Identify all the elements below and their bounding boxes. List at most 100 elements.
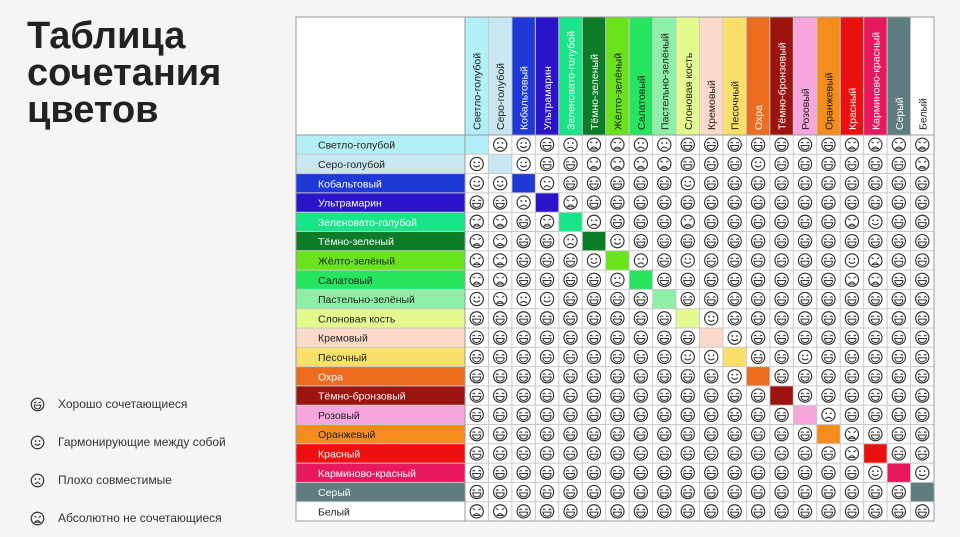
very-happy-face-icon [586,504,602,519]
table-cell [699,308,723,328]
very-sad-face-icon [30,511,45,525]
very-happy-face-icon [680,446,695,461]
table-cell [863,231,888,251]
very-happy-face-icon [563,272,578,287]
very-happy-face-icon [680,426,695,442]
very-sad-face-icon [868,272,883,287]
very-happy-face-icon [516,233,531,249]
very-happy-face-icon [539,349,555,365]
very-happy-face-icon [633,388,649,403]
very-happy-face-icon [516,484,531,500]
very-happy-face-icon [821,369,836,384]
table-cell [722,289,747,309]
very-happy-face-icon [657,446,672,461]
very-happy-face-icon [539,504,555,519]
very-happy-face-icon [563,369,578,384]
table-cell [793,385,817,406]
table-cell [465,231,489,251]
very-happy-face-icon [469,407,484,423]
very-happy-face-icon [586,484,602,500]
very-happy-face-icon [680,388,695,403]
very-happy-face-icon [563,407,578,423]
table-cell [488,347,512,367]
table-cell [863,328,888,348]
very-happy-face-icon [821,349,836,365]
very-happy-face-icon [821,214,836,230]
very-happy-face-icon [727,407,742,423]
very-happy-face-icon [492,349,508,365]
very-happy-face-icon [821,156,836,172]
table-cell [840,328,864,348]
table-cell [816,463,841,483]
table-cell [676,289,700,309]
very-happy-face-icon [915,195,930,210]
very-happy-face-icon [797,272,813,287]
very-happy-face-icon [539,156,555,172]
diagonal-cell [769,385,794,406]
very-happy-face-icon [797,504,813,519]
column-header-label: Оранжевый [823,72,835,130]
table-cell [722,270,747,290]
row-header-label: Песочный [318,352,367,364]
table-cell [699,250,723,271]
table-cell [488,192,512,213]
table-cell [910,135,934,155]
table-cell [511,501,536,521]
row-header-swatch [296,173,465,193]
very-happy-face-icon [727,195,742,210]
table-cell [465,424,489,444]
row-header-label: Красный [318,448,360,460]
very-happy-face-icon [727,484,742,500]
table-cell [535,463,559,483]
very-happy-face-icon [657,426,672,442]
very-happy-face-icon [539,465,555,480]
table-cell [605,231,630,251]
very-happy-face-icon [727,426,742,442]
very-happy-face-icon [797,369,813,384]
column-header-label: Белый [917,98,929,130]
very-happy-face-icon [844,484,860,500]
row-header-label: Светло-голубой [318,140,395,152]
table-cell [511,308,536,328]
very-happy-face-icon [891,446,907,461]
table-cell [605,270,630,290]
table-cell [465,328,489,348]
table-cell [769,405,794,425]
table-cell [722,328,747,348]
table-cell [535,289,559,309]
very-happy-face-icon [704,195,719,210]
very-happy-face-icon [586,176,602,191]
column-header-swatch [488,17,512,135]
table-cell [910,347,934,367]
table-cell [629,501,653,521]
table-cell [582,482,606,502]
table-cell [887,443,911,464]
table-cell [488,385,512,406]
very-happy-face-icon [586,369,602,384]
sad-face-icon [563,137,578,152]
very-happy-face-icon [797,195,813,210]
very-happy-face-icon [868,504,883,519]
column-header-swatch [769,17,794,135]
smile-face-icon [539,291,555,307]
column-header-label: Тёмно-зеленый [589,54,601,130]
title-line-3: цветов [27,89,159,131]
table-cell [746,385,770,406]
table-cell [887,482,911,502]
very-happy-face-icon [469,484,484,500]
very-happy-face-icon [750,330,766,345]
table-cell [746,328,770,348]
very-happy-face-icon [30,397,45,411]
table-cell [816,385,841,406]
very-happy-face-icon [539,253,555,268]
column-header-swatch [863,17,888,135]
very-happy-face-icon [915,369,930,384]
smile-face-icon [516,137,531,152]
table-cell [488,212,512,232]
table-cell [887,173,911,193]
table-cell [558,328,583,348]
diagonal-cell [910,482,934,502]
column-header-label: Светло-голубой [472,53,484,130]
table-cell [488,308,512,328]
very-happy-face-icon [633,484,649,500]
